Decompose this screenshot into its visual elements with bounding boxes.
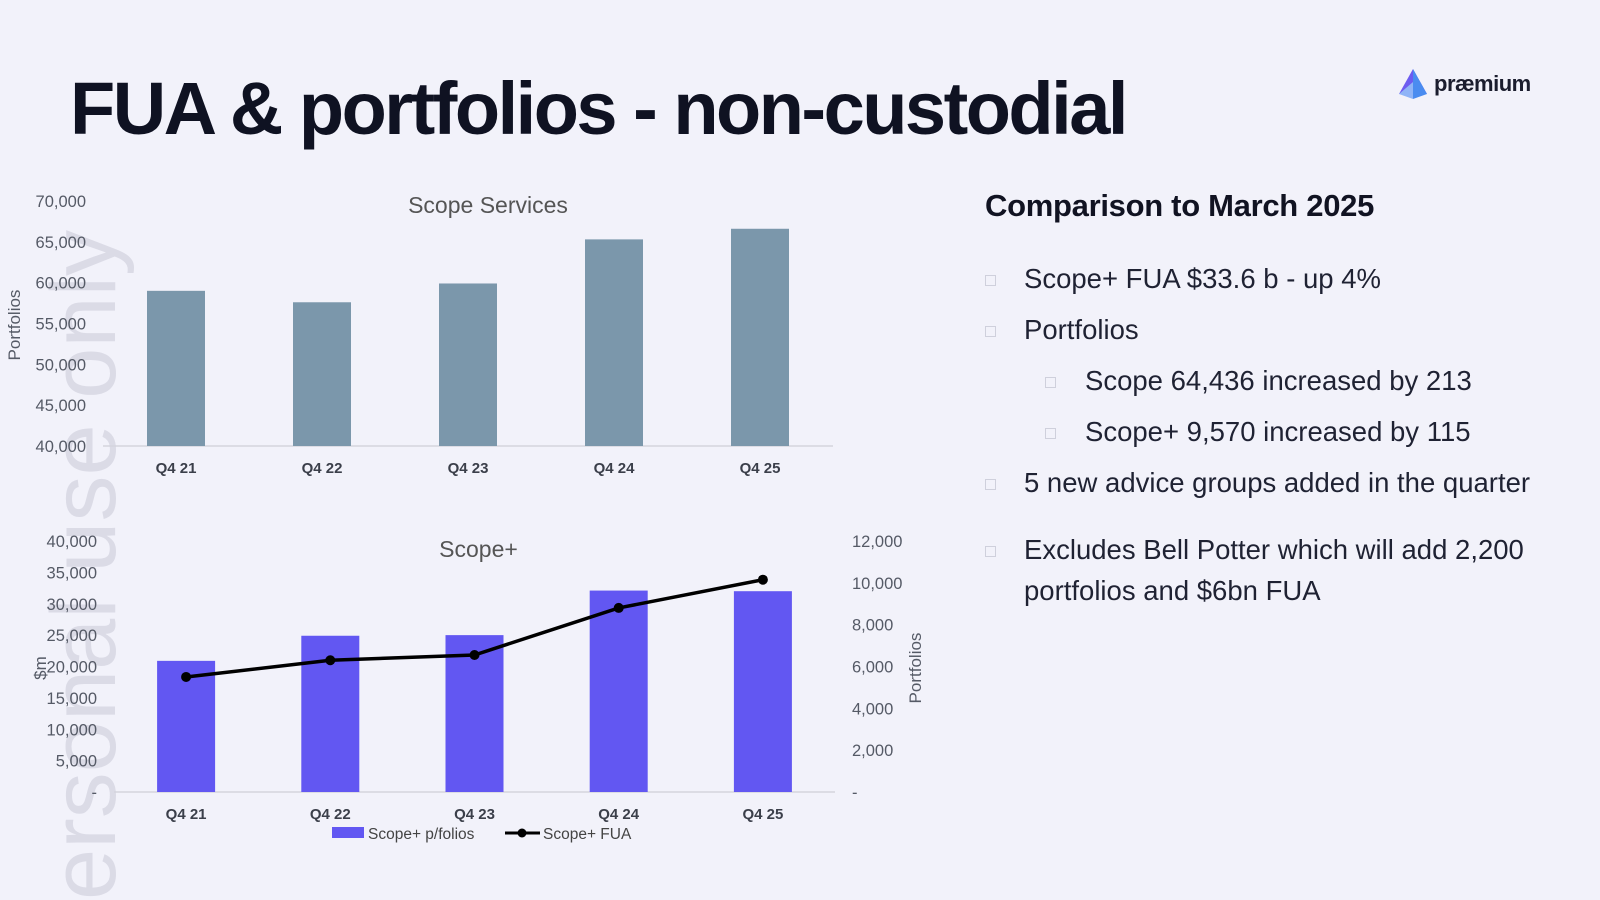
- bullet-item: Portfolios: [985, 309, 1585, 350]
- chart2-y-left-tick-label: 10,000: [47, 721, 97, 739]
- chart1-x-tick-label: Q4 22: [302, 460, 343, 477]
- chart2-line-point: [325, 655, 336, 666]
- bullet-marker-icon: [985, 275, 996, 286]
- chart1-y-tick-label: 65,000: [36, 234, 86, 252]
- chart2-y-right-tick-label: 4,000: [852, 700, 893, 718]
- chart1-title: Scope Services: [408, 192, 568, 218]
- praemium-logo: præmium: [1398, 68, 1531, 100]
- chart2-y-left-tick-label: 5,000: [56, 753, 97, 771]
- bullet-text: 5 new advice groups added in the quarter: [1024, 467, 1531, 498]
- chart2-y-right-tick-label: 12,000: [852, 533, 902, 551]
- chart1-x-tick-label: Q4 24: [594, 460, 636, 477]
- legend-swatch-bar: [332, 827, 364, 838]
- chart2-line-point: [613, 602, 624, 613]
- chart2-bar: [589, 590, 648, 792]
- bullet-marker-icon: [985, 546, 996, 557]
- bullet-marker-icon: [1045, 377, 1056, 388]
- chart2-x-tick-label: Q4 24: [598, 806, 640, 823]
- sub-bullet-item: Scope+ 9,570 increased by 115: [1045, 411, 1585, 452]
- bullet-marker-icon: [985, 479, 996, 490]
- sub-bullet-item: Scope 64,436 increased by 213: [1045, 360, 1585, 401]
- bullet-item: 5 new advice groups added in the quarter: [985, 462, 1585, 503]
- chart2-y-right-tick-label: 10,000: [852, 575, 902, 593]
- bullet-marker-icon: [985, 326, 996, 337]
- chart2-y-right-tick-label: 6,000: [852, 659, 893, 677]
- chart1-y-tick-label: 55,000: [36, 316, 86, 334]
- bullet-text: Scope+ FUA $33.6 b - up 4%: [1024, 263, 1381, 294]
- bullet-item: Scope+ FUA $33.6 b - up 4%: [985, 258, 1585, 299]
- chart2-y-right-axis-label: Portfolios: [906, 633, 925, 704]
- chart1-bar: [147, 290, 205, 446]
- chart1-x-tick-label: Q4 25: [740, 460, 781, 477]
- chart1-y-tick-label: 40,000: [36, 438, 86, 456]
- charts-canvas: Scope Services Portfolios 70,000 65,000 60,0…: [5, 192, 925, 843]
- legend-label-line: Scope+ FUA: [543, 826, 632, 843]
- comparison-panel: Comparison to March 2025 Scope+ FUA $33.…: [985, 188, 1585, 611]
- bullet-text: Excludes Bell Potter which will add 2,20…: [1024, 534, 1524, 606]
- bullet-text: Scope 64,436 increased by 213: [1085, 365, 1472, 396]
- chart2-y-left-tick-label: 15,000: [47, 690, 97, 708]
- chart2-line-point: [469, 649, 480, 660]
- chart1-bar: [439, 283, 497, 446]
- chart2-y-left-tick-label: 30,000: [47, 596, 97, 614]
- chart2-y-left-tick-label: -: [92, 784, 98, 802]
- bullet-text: Scope+ 9,570 increased by 115: [1085, 416, 1471, 447]
- chart2-x-tick-label: Q4 22: [310, 806, 351, 823]
- chart1-y-tick-label: 45,000: [36, 397, 86, 415]
- slide-title: FUA & portfolios - non-custodial: [70, 67, 1128, 150]
- chart2-y-left-tick-label: 35,000: [47, 564, 97, 582]
- chart1-y-tick-label: 70,000: [36, 193, 86, 211]
- chart1-y-axis-label: Portfolios: [5, 290, 24, 361]
- chart1-bar: [585, 239, 643, 446]
- chart2-bar: [157, 660, 216, 792]
- bullet-item: Excludes Bell Potter which will add 2,20…: [985, 529, 1585, 611]
- bullet-marker-icon: [1045, 428, 1056, 439]
- chart2-y-left-tick-label: 20,000: [47, 659, 97, 677]
- chart2-line-point: [181, 671, 192, 682]
- chart2-y-left-tick-label: 40,000: [47, 533, 97, 551]
- legend-label-bar: Scope+ p/folios: [368, 826, 475, 843]
- praemium-logo-icon: [1399, 69, 1427, 99]
- bullet-text: Portfolios: [1024, 314, 1139, 345]
- chart2-y-left-tick-label: 25,000: [47, 627, 97, 645]
- chart2-title: Scope+: [439, 536, 518, 562]
- chart2-bar: [733, 591, 792, 792]
- chart2-y-right-tick-label: -: [852, 784, 858, 802]
- chart1-x-tick-label: Q4 21: [156, 460, 197, 477]
- praemium-logo-text: præmium: [1434, 71, 1531, 96]
- legend-swatch-line-marker: [517, 828, 527, 838]
- chart1-bar: [731, 228, 789, 446]
- chart1-y-tick-label: 50,000: [36, 356, 86, 374]
- chart2-x-tick-label: Q4 21: [166, 806, 207, 823]
- chart2-y-left-axis-label: $m: [31, 656, 50, 680]
- chart1-y-tick-label: 60,000: [36, 275, 86, 293]
- chart1-x-tick-label: Q4 23: [448, 460, 489, 477]
- chart2-bar: [445, 635, 504, 792]
- chart2-x-tick-label: Q4 23: [454, 806, 495, 823]
- chart2-y-right-tick-label: 8,000: [852, 617, 893, 635]
- panel-heading: Comparison to March 2025: [985, 188, 1375, 223]
- chart2-line-point: [757, 574, 768, 585]
- chart1-bar: [293, 302, 351, 446]
- chart2-y-right-tick-label: 2,000: [852, 742, 893, 760]
- chart2-x-tick-label: Q4 25: [742, 806, 783, 823]
